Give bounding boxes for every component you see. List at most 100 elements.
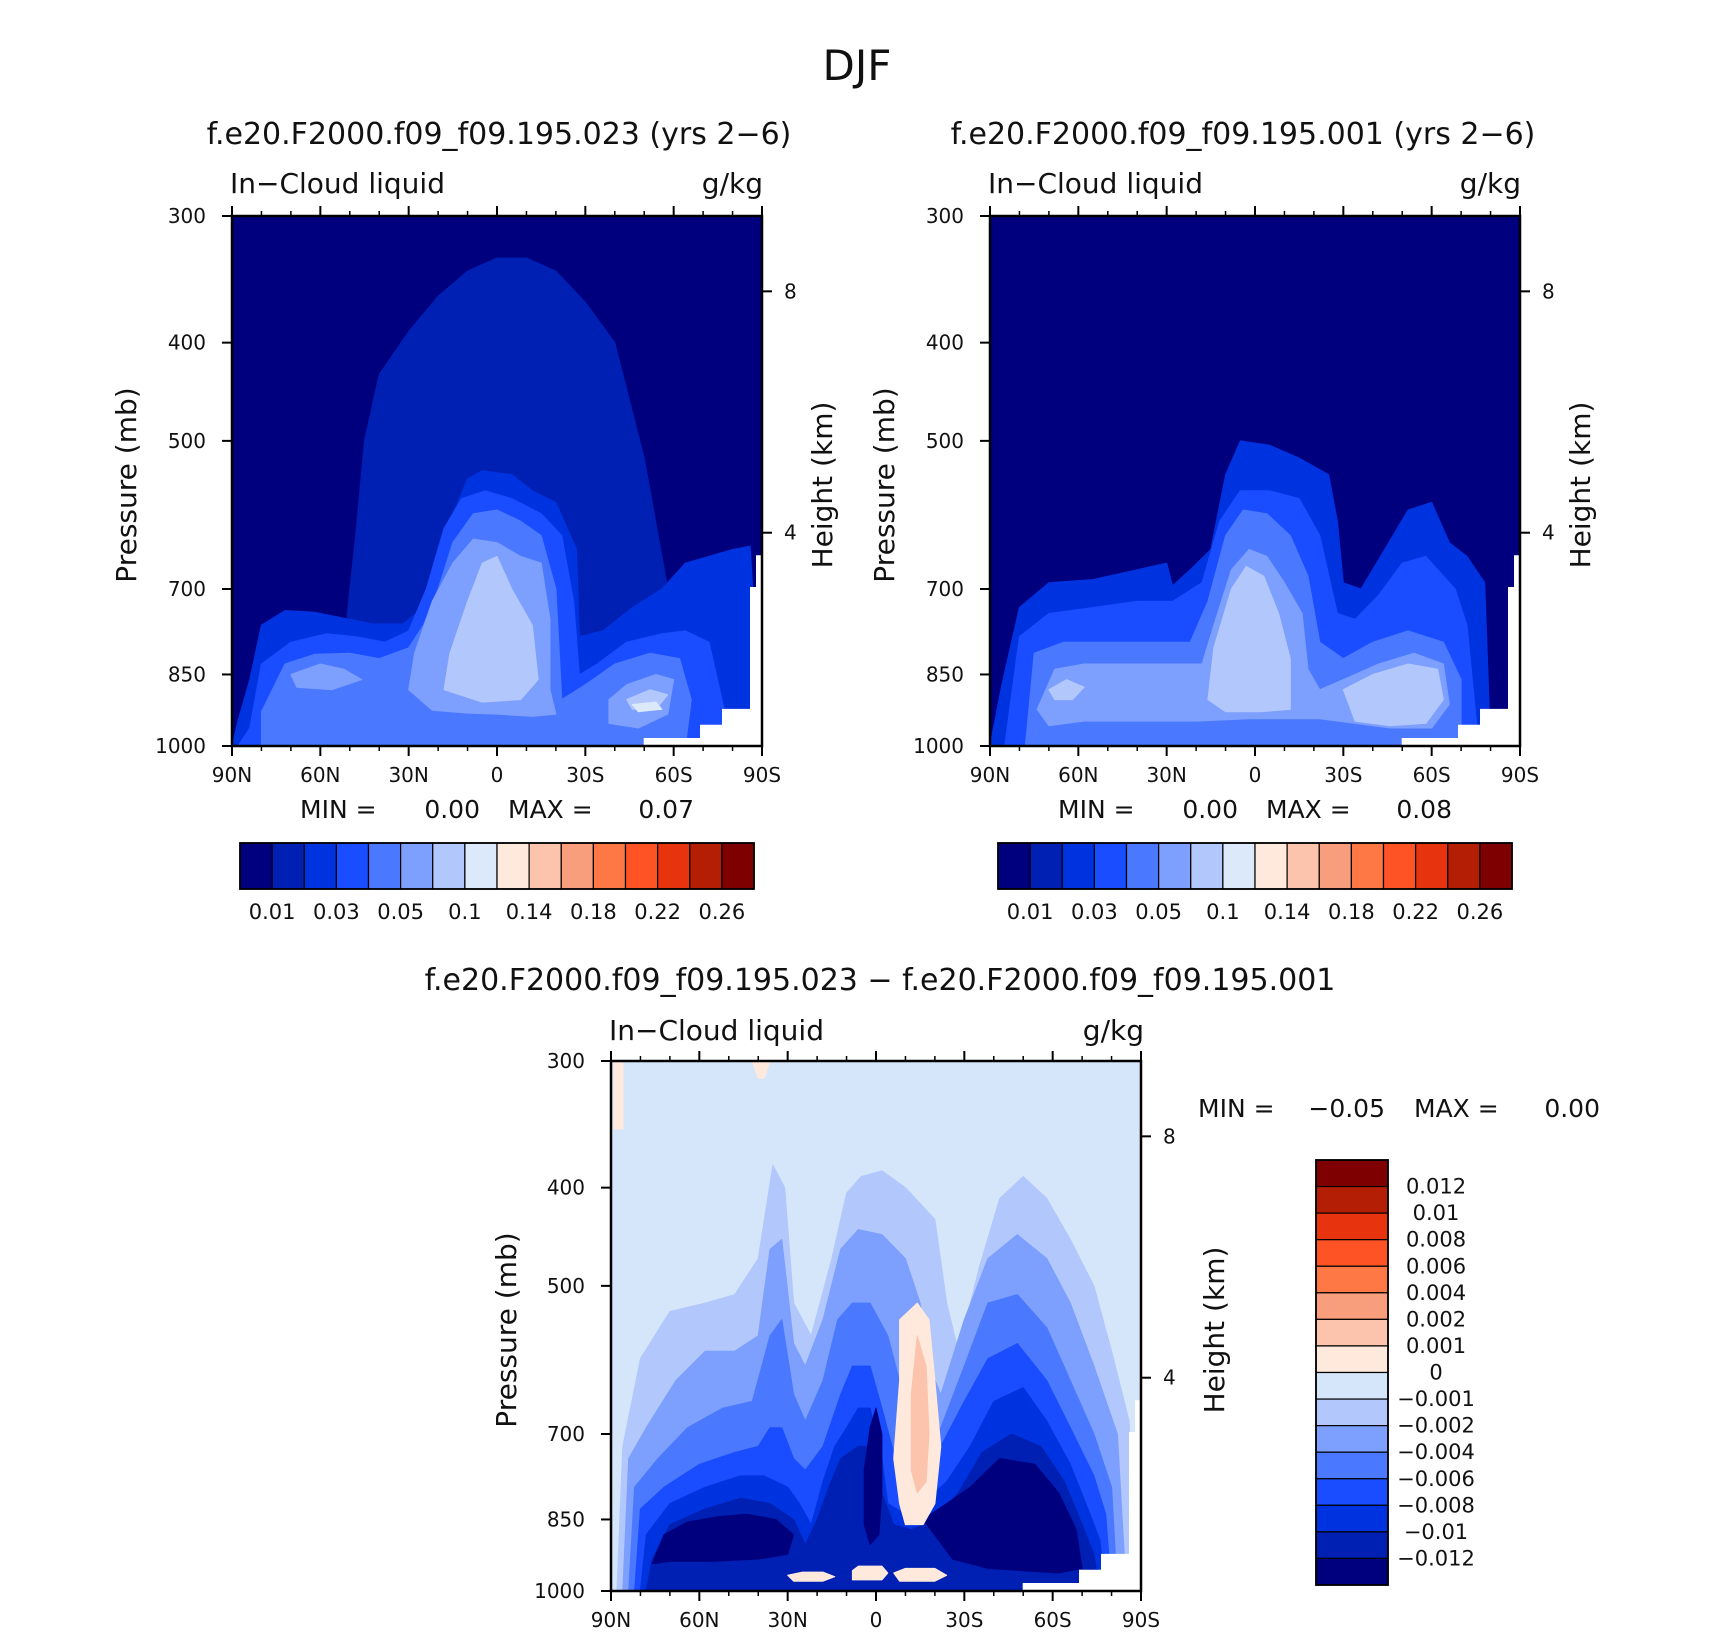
y-axis-label: Pressure (mb) [868,387,901,582]
colorbar-swatch [239,842,273,890]
colorbar-label: −0.012 [1397,1546,1475,1570]
y-tick-label: 300 [547,1049,585,1073]
colorbar-label: 0.18 [570,900,617,924]
colorbar-label: −0.004 [1397,1440,1475,1464]
x-tick-label: 30S [945,1608,983,1632]
colorbar-label: 0.14 [1264,900,1311,924]
colorbar-swatch [1222,842,1256,890]
min-value: 0.00 [1182,795,1238,824]
contour-region [922,1458,1083,1574]
x-tick-label: 90S [743,763,781,787]
colorbar-swatch [1315,1425,1389,1453]
colorbar-label: 0.05 [377,900,424,924]
colorbar-swatch [624,842,659,890]
y2-tick-label: 8 [784,279,797,303]
colorbar-swatch [1061,842,1095,890]
y2-tick-label: 8 [1542,279,1555,303]
max-value: 0.08 [1396,795,1452,824]
colorbar-swatch [1286,842,1320,890]
min-label: MIN = [1058,795,1135,824]
y-tick-label: 1000 [913,734,964,758]
colorbar-swatch [1382,842,1417,890]
colorbar-label: 0.03 [1071,900,1118,924]
x-tick-label: 90S [1122,1608,1160,1632]
y2-axis-label: Height (km) [1564,402,1597,569]
contour-region [290,663,363,691]
min-value: 0.00 [424,795,480,824]
contour-region [893,1567,948,1582]
y2-axis-label: Height (km) [1198,1247,1231,1414]
missing-data-region [1401,555,1520,746]
x-tick-label: 0 [870,1608,883,1632]
colorbar-swatch [1315,1159,1389,1188]
x-tick-label: 30N [1146,763,1186,787]
x-tick-label: 60S [1034,1608,1072,1632]
colorbar-label: 0.002 [1406,1307,1466,1331]
contour-field [990,216,1520,746]
x-tick-label: 90S [1501,763,1539,787]
min-label: MIN = [300,795,377,824]
figure-title: DJF [823,41,892,90]
colorbar-label: 0.05 [1135,900,1182,924]
panel-case-001: f.e20.F2000.f09_f09.195.001 (yrs 2−6) In… [868,117,1597,924]
colorbar-swatch [1315,1265,1389,1294]
x-tick-label: 30N [388,763,428,787]
colorbar-swatch [528,842,562,890]
colorbar-swatch [1190,842,1224,890]
contour-region [1342,663,1444,727]
contour-region [651,1513,795,1565]
colorbar-label: 0.14 [506,900,553,924]
panel-title: f.e20.F2000.f09_f09.195.023 − f.e20.F200… [425,963,1336,998]
y-tick-label: 400 [547,1176,585,1200]
y-tick-label: 850 [168,662,206,686]
colorbar-swatch [1315,1185,1389,1214]
x-tick-label: 90N [212,763,252,787]
colorbar-frame [1315,1159,1389,1586]
colorbar-label: 0.22 [1392,900,1439,924]
colorbar-swatch [1315,1292,1389,1320]
contour-region [863,1407,883,1546]
colorbar-swatch [464,842,498,890]
max-label: MAX = [1266,795,1351,824]
y-tick-label: 500 [926,429,964,453]
y-axis-label: Pressure (mb) [490,1232,523,1427]
panel-title: f.e20.F2000.f09_f09.195.023 (yrs 2−6) [207,117,792,152]
min-label: MIN = [1198,1094,1275,1123]
colorbar-label: 0.001 [1406,1334,1466,1358]
colorbar-swatch [335,842,370,890]
colorbar-swatch [1350,842,1385,890]
colorbar-label: 0.01 [1413,1201,1460,1225]
colorbar-swatch [1315,1318,1389,1347]
colorbar-swatch [1315,1478,1389,1506]
y-tick-label: 500 [547,1274,585,1298]
colorbar-frame [239,842,755,890]
x-tick-label: 60S [655,763,693,787]
y-tick-label: 700 [926,577,964,601]
y-tick-label: 1000 [534,1579,585,1603]
colorbar-label: −0.001 [1397,1387,1475,1411]
contour-region [787,1571,836,1582]
colorbar-label: 0 [1429,1361,1442,1385]
colorbar-swatch [1447,842,1481,890]
colorbar-swatch [1315,1239,1389,1267]
y-tick-label: 700 [168,577,206,601]
y-tick-label: 850 [926,662,964,686]
y-tick-label: 400 [926,331,964,355]
x-tick-label: 60N [300,763,340,787]
x-tick-label: 90N [591,1608,631,1632]
units-label: g/kg [1460,167,1521,200]
y-axis-label: Pressure (mb) [110,387,143,582]
colorbar-swatch [1315,1504,1389,1533]
colorbar-label: 0.012 [1406,1175,1466,1199]
colorbar-swatch [271,842,305,890]
missing-data-region [1022,1400,1141,1591]
colorbar-label: 0.22 [634,900,681,924]
colorbar-swatch [689,842,723,890]
colorbar-label: 0.006 [1406,1254,1466,1278]
y-tick-label: 300 [168,204,206,228]
contour-field [611,1061,1141,1591]
contour-region [851,1565,889,1581]
colorbar-swatch [1315,1531,1389,1560]
contour-region [910,1335,930,1494]
colorbar-label: 0.008 [1406,1228,1466,1252]
